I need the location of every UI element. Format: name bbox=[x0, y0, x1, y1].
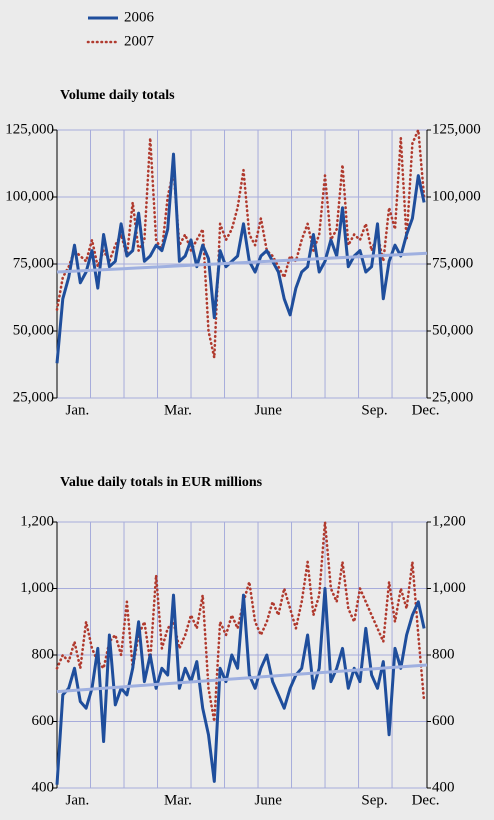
y2-tick-label: 1,200 bbox=[432, 513, 466, 529]
y-tick-label: 75,000 bbox=[13, 255, 54, 271]
x-tick-label: Sep. bbox=[361, 792, 387, 808]
y-tick-label: 1,000 bbox=[20, 580, 54, 596]
x-tick-label: Sep. bbox=[361, 402, 387, 418]
y-tick-label: 1,200 bbox=[20, 513, 54, 529]
y-tick-label: 400 bbox=[32, 779, 55, 795]
x-tick-label: Dec. bbox=[412, 402, 440, 418]
x-tick-label: June bbox=[254, 402, 282, 418]
y-tick-label: 125,000 bbox=[5, 121, 54, 137]
y2-tick-label: 100,000 bbox=[432, 188, 481, 204]
x-tick-label: Mar. bbox=[164, 402, 192, 418]
x-tick-label: Dec. bbox=[412, 792, 440, 808]
x-tick-label: Jan. bbox=[66, 792, 90, 808]
trend-line bbox=[56, 251, 428, 274]
chart-title: Value daily totals in EUR millions bbox=[60, 475, 263, 490]
series-line bbox=[55, 152, 426, 364]
y2-tick-label: 600 bbox=[432, 713, 455, 729]
y2-tick-label: 125,000 bbox=[432, 121, 481, 137]
y-tick-label: 800 bbox=[32, 646, 55, 662]
y-tick-label: 100,000 bbox=[5, 188, 54, 204]
y2-tick-label: 75,000 bbox=[432, 255, 473, 271]
y-tick-label: 600 bbox=[32, 713, 55, 729]
y-tick-label: 50,000 bbox=[13, 322, 54, 338]
legend-label: 2007 bbox=[124, 33, 155, 49]
y2-tick-label: 50,000 bbox=[432, 322, 473, 338]
trend-line bbox=[56, 663, 428, 694]
x-tick-label: June bbox=[254, 792, 282, 808]
series-line bbox=[55, 587, 426, 785]
legend-label: 2006 bbox=[124, 9, 155, 25]
x-tick-label: Mar. bbox=[164, 792, 192, 808]
y2-tick-label: 800 bbox=[432, 646, 455, 662]
y2-tick-label: 400 bbox=[432, 779, 455, 795]
y2-tick-label: 1,000 bbox=[432, 580, 466, 596]
chart-title: Volume daily totals bbox=[60, 88, 175, 103]
x-tick-label: Jan. bbox=[66, 402, 90, 418]
y2-tick-label: 25,000 bbox=[432, 389, 473, 405]
y-tick-label: 25,000 bbox=[13, 389, 54, 405]
